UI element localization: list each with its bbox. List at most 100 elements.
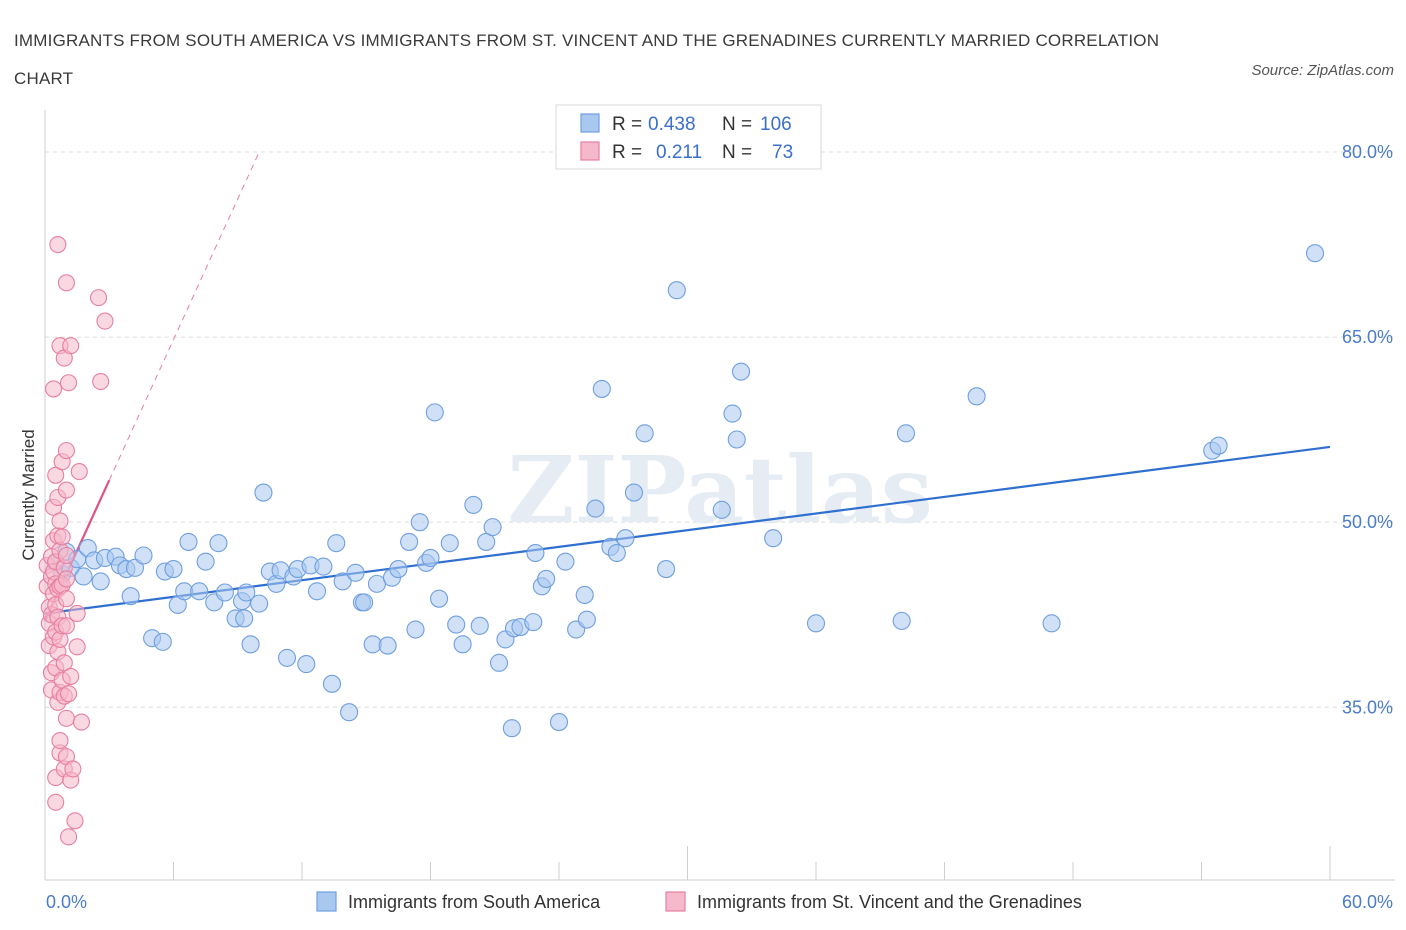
pink-point-55 [57, 481, 75, 499]
blue-point-102 [967, 387, 986, 406]
blue-point-48 [340, 703, 359, 722]
legend-n-label-1: N = [722, 114, 752, 135]
blue-point-73 [502, 719, 521, 738]
pink-point-59 [60, 685, 78, 703]
blue-point-26 [209, 534, 228, 553]
blue-point-90 [624, 483, 644, 502]
pink-point-53 [57, 570, 75, 588]
blue-point-47 [333, 572, 352, 591]
pink-point-63 [62, 337, 80, 355]
pink-point-57 [57, 274, 75, 292]
blue-point-62 [425, 403, 444, 422]
blue-point-56 [389, 560, 408, 579]
blue-point-89 [616, 529, 635, 548]
blue-point-17 [153, 632, 172, 651]
y-tick-label-80: 80.0% [1342, 142, 1393, 162]
blue-point-5 [74, 567, 93, 586]
blue-point-67 [464, 495, 483, 514]
blue-point-95 [723, 404, 742, 423]
blue-point-91 [635, 424, 654, 443]
blue-point-94 [712, 500, 731, 519]
legend-r-value-2: 0.211 [656, 142, 702, 163]
legend-r-label-1: R = [612, 114, 642, 135]
watermark: ZIPatlas [507, 436, 932, 544]
legend-r-label-2: R = [612, 142, 642, 163]
y-tick-label-35: 35.0% [1342, 697, 1393, 717]
blue-point-38 [277, 648, 297, 667]
y-tick-label-50: 50.0% [1342, 512, 1393, 532]
blue-point-105 [1209, 436, 1228, 455]
blue-point-80 [549, 713, 569, 732]
blue-point-68 [470, 616, 489, 635]
trend-line-blue [44, 445, 1331, 615]
pink-point-66 [68, 638, 86, 656]
pink-point-71 [92, 372, 110, 391]
stats-legend: R = 0.438 N = 106 R = 0.211 N = 73 [555, 104, 822, 170]
blue-point-54 [378, 636, 397, 655]
data-points [38, 236, 1325, 846]
pink-point-37 [51, 512, 69, 530]
blue-point-49 [346, 563, 365, 582]
blue-point-30 [237, 583, 256, 602]
x-tick-label-max: 60.0% [1342, 892, 1393, 912]
pink-point-70 [89, 289, 108, 307]
blue-point-98 [764, 529, 783, 548]
blue-point-14 [125, 558, 144, 577]
blue-point-83 [575, 585, 594, 605]
trend-line-pink-extension [108, 151, 260, 481]
blue-point-76 [524, 613, 543, 632]
legend-swatch-pink [580, 141, 600, 161]
blue-point-44 [314, 557, 333, 576]
pink-point-50 [57, 709, 75, 727]
pink-point-68 [70, 463, 88, 481]
blue-point-79 [537, 569, 556, 588]
blue-point-70 [483, 518, 502, 537]
blue-point-22 [179, 532, 198, 551]
blue-point-63 [430, 589, 449, 608]
pink-point-58 [60, 828, 78, 846]
pink-point-51 [57, 617, 75, 635]
blue-point-86 [592, 379, 611, 398]
blue-point-97 [731, 362, 751, 381]
blue-point-34 [254, 483, 273, 502]
y-tick-label-65: 65.0% [1342, 327, 1393, 347]
pink-point-42 [53, 528, 71, 546]
bottom-legend-label-1: Immigrants from South America [348, 892, 601, 912]
blue-point-85 [586, 499, 605, 518]
chart-title: IMMIGRANTS FROM SOUTH AMERICA VS IMMIGRA… [14, 31, 1160, 88]
pink-point-67 [68, 604, 86, 623]
legend-n-label-2: N = [722, 142, 752, 163]
blue-point-57 [400, 532, 419, 551]
blue-point-64 [440, 534, 459, 553]
blue-point-101 [896, 424, 916, 443]
bottom-legend-swatch-pink [665, 891, 686, 912]
blue-point-58 [406, 620, 425, 639]
blue-point-65 [447, 615, 466, 634]
bottom-legend-swatch-blue [316, 891, 337, 912]
blue-point-77 [526, 543, 545, 563]
blue-point-46 [327, 534, 346, 553]
blue-point-13 [121, 587, 140, 606]
axes [44, 110, 1395, 881]
blue-point-52 [363, 635, 382, 654]
blue-point-23 [190, 582, 209, 601]
blue-point-71 [489, 653, 509, 672]
blue-point-103 [1042, 614, 1061, 633]
pink-point-56 [57, 442, 75, 460]
blue-point-99 [806, 614, 826, 633]
pink-point-32 [51, 732, 69, 750]
blue-point-31 [235, 609, 254, 628]
source-note: Source: ZipAtlas.com [1251, 62, 1394, 79]
tick-labels: 35.0% 50.0% 65.0% 80.0% 0.0% 60.0% [46, 142, 1393, 912]
pink-point-64 [64, 760, 82, 778]
blue-point-84 [577, 610, 596, 629]
blue-point-41 [297, 655, 316, 674]
legend-r-value-1: 0.438 [648, 114, 696, 135]
pink-point-15 [45, 380, 63, 398]
blue-point-27 [215, 583, 234, 602]
pink-point-60 [60, 374, 78, 392]
bottom-legend-label-2: Immigrants from St. Vincent and the Gren… [697, 892, 1082, 912]
pink-point-65 [66, 812, 84, 830]
blue-point-19 [164, 560, 183, 579]
